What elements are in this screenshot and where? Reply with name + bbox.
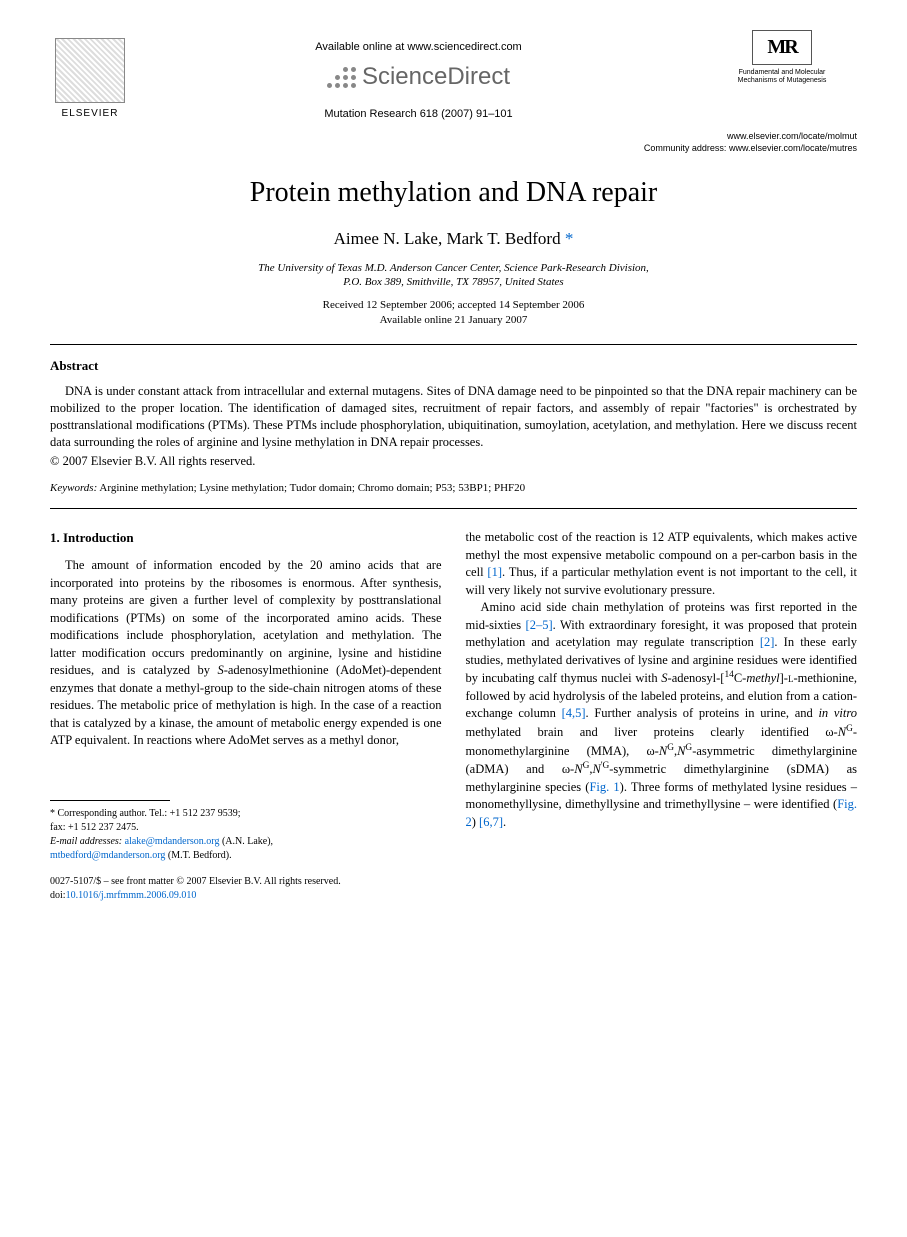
paragraph-1-right: the metabolic cost of the reaction is 12… (466, 529, 858, 599)
divider-top (50, 344, 857, 345)
url-2: www.elsevier.com/locate/mutres (729, 143, 857, 153)
column-right: the metabolic cost of the reaction is 12… (466, 529, 858, 903)
email-link-1[interactable]: alake@mdanderson.org (125, 836, 220, 847)
article-dates: Received 12 September 2006; accepted 14 … (50, 298, 857, 329)
elsevier-label: ELSEVIER (62, 107, 119, 121)
fig-link-1[interactable]: Fig. 1 (589, 780, 619, 794)
ref-link-1[interactable]: [1] (487, 565, 502, 579)
doi-link[interactable]: 10.1016/j.mrfmmm.2006.09.010 (66, 890, 197, 901)
authors: Aimee N. Lake, Mark T. Bedford * (50, 228, 857, 251)
front-matter: 0027-5107/$ – see front matter © 2007 El… (50, 875, 442, 889)
paragraph-1-left: The amount of information encoded by the… (50, 557, 442, 750)
ref-link-6-7[interactable]: [6,7] (479, 815, 503, 829)
corresponding-author: * Corresponding author. Tel.: +1 512 237… (50, 807, 442, 821)
keywords-text: Arginine methylation; Lysine methylation… (99, 482, 525, 494)
abstract-copyright: © 2007 Elsevier B.V. All rights reserved… (50, 453, 857, 470)
email-line-2: mtbedford@mdanderson.org (M.T. Bedford). (50, 849, 442, 863)
url-1: www.elsevier.com/locate/molmut (50, 130, 857, 142)
keywords-line: Keywords: Arginine methylation; Lysine m… (50, 481, 857, 496)
paragraph-2: Amino acid side chain methylation of pro… (466, 599, 858, 831)
journal-reference: Mutation Research 618 (2007) 91–101 (130, 107, 707, 122)
available-online-text: Available online at www.sciencedirect.co… (130, 40, 707, 55)
body-columns: 1. Introduction The amount of informatio… (50, 529, 857, 903)
column-left: 1. Introduction The amount of informatio… (50, 529, 442, 903)
fax-line: fax: +1 512 237 2475. (50, 821, 442, 835)
abstract-heading: Abstract (50, 357, 857, 375)
affiliation-line-1: The University of Texas M.D. Anderson Ca… (50, 261, 857, 275)
center-header: Available online at www.sciencedirect.co… (130, 30, 707, 122)
email-line: E-mail addresses: alake@mdanderson.org (… (50, 835, 442, 849)
sciencedirect-text: ScienceDirect (362, 61, 510, 93)
footnote-block: * Corresponding author. Tel.: +1 512 237… (50, 807, 442, 863)
affiliation-line-2: P.O. Box 389, Smithville, TX 78957, Unit… (50, 275, 857, 289)
sciencedirect-logo: ScienceDirect (130, 61, 707, 93)
corresponding-star-icon: * (561, 229, 574, 248)
email-link-2[interactable]: mtbedford@mdanderson.org (50, 850, 165, 861)
ref-link-4-5[interactable]: [4,5] (562, 706, 586, 720)
journal-urls: www.elsevier.com/locate/molmut Community… (50, 130, 857, 154)
elsevier-tree-icon (55, 38, 125, 103)
ref-link-2[interactable]: [2] (760, 635, 775, 649)
journal-logo: MR Fundamental and Molecular Mechanisms … (707, 30, 857, 84)
keywords-label: Keywords: (50, 482, 97, 494)
elsevier-logo: ELSEVIER (50, 30, 130, 120)
doi-block: 0027-5107/$ – see front matter © 2007 El… (50, 875, 442, 903)
abstract-body: DNA is under constant attack from intrac… (50, 383, 857, 451)
article-title: Protein methylation and DNA repair (50, 174, 857, 212)
header-row: ELSEVIER Available online at www.science… (50, 30, 857, 122)
divider-bottom (50, 508, 857, 509)
sd-dots-icon (327, 67, 356, 88)
dates-online: Available online 21 January 2007 (50, 313, 857, 328)
affiliation: The University of Texas M.D. Anderson Ca… (50, 261, 857, 290)
url-2-label: Community address: (644, 143, 727, 153)
mr-logo-icon: MR (752, 30, 812, 65)
mr-subtitle-1: Fundamental and Molecular (707, 69, 857, 77)
dates-received: Received 12 September 2006; accepted 14 … (50, 298, 857, 313)
mr-subtitle-2: Mechanisms of Mutagenesis (707, 77, 857, 85)
author-names: Aimee N. Lake, Mark T. Bedford (334, 229, 561, 248)
section-1-heading: 1. Introduction (50, 529, 442, 547)
footnote-separator (50, 800, 170, 801)
ref-link-2-5[interactable]: [2–5] (526, 618, 553, 632)
